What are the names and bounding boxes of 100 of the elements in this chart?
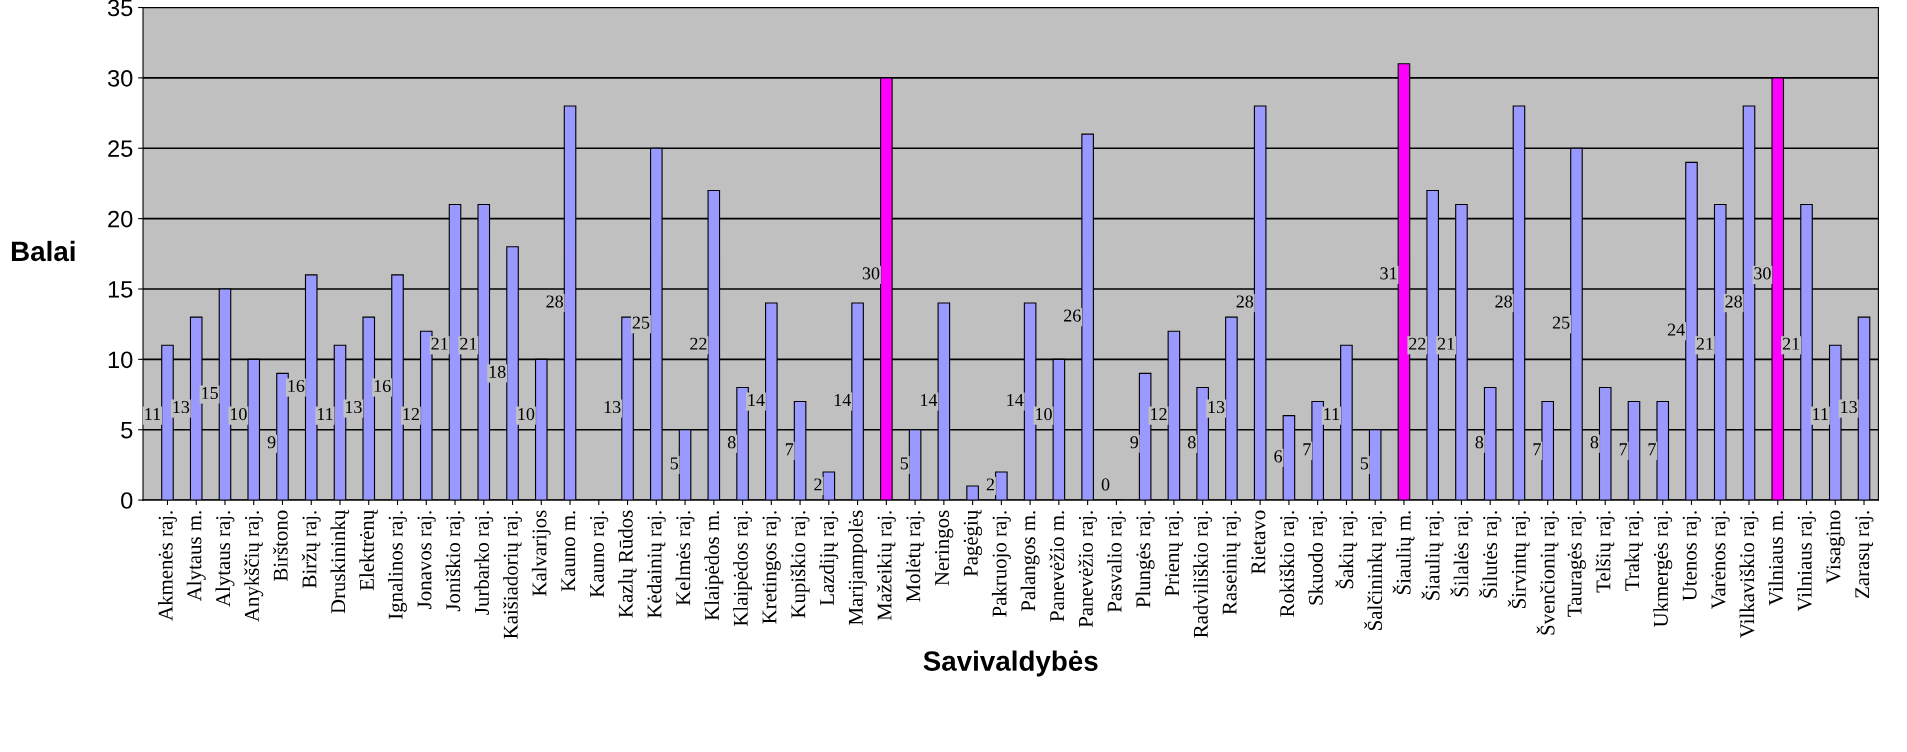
x-tick-label: Alytaus m. — [186, 511, 206, 602]
data-label: 7 — [1648, 443, 1656, 456]
data-label: 21 — [1696, 337, 1713, 350]
data-label: 31 — [1380, 267, 1397, 280]
x-tick-label: Elektrėnų — [359, 509, 378, 591]
y-axis-title: Balai — [11, 240, 75, 262]
data-label: 14 — [748, 393, 765, 406]
data-label: 7 — [1533, 443, 1541, 456]
data-label: 11 — [1324, 408, 1340, 420]
data-label: 21 — [460, 337, 477, 350]
x-tick-label: Ignalinos raj. — [388, 511, 407, 619]
x-tick-label: Šilalės raj. — [1450, 511, 1473, 597]
x-tick-label: Klaipėdos m. — [704, 511, 724, 621]
y-tick-label: 15 — [108, 281, 133, 298]
x-tick-label: Druskininkų — [330, 509, 350, 614]
x-tick-label: Neringos — [935, 510, 954, 586]
x-tick-label: Zarasų raj. — [1855, 511, 1874, 598]
x-tick-label: Jurbarko raj. — [474, 511, 494, 615]
x-tick-label: Panevėžio raj. — [1078, 511, 1098, 628]
data-label: 2 — [986, 478, 995, 491]
data-label: 13 — [604, 400, 621, 414]
x-tick-label: Pakruojo raj. — [991, 511, 1011, 617]
x-tick-label: Lazdijų raj. — [819, 511, 839, 606]
x-tick-label: Trakų raj. — [1624, 511, 1644, 591]
data-label: 11 — [145, 408, 161, 420]
data-label: 7 — [1619, 443, 1628, 456]
data-label: 12 — [1151, 408, 1167, 420]
data-label: 8 — [1475, 436, 1484, 449]
data-label: 30 — [1754, 267, 1771, 280]
x-tick-label: Šiaulių m. — [1392, 511, 1415, 595]
data-label: 18 — [489, 365, 506, 378]
x-tick-label: Kauno raj. — [590, 511, 609, 598]
x-tick-label: Panevėžio m. — [1049, 511, 1065, 622]
x-tick-label: Molėtų raj. — [905, 511, 925, 602]
x-tick-label: Palangos m. — [1020, 511, 1040, 612]
y-tick-label: 0 — [121, 492, 133, 509]
x-tick-label: Kretingos raj. — [762, 511, 781, 624]
data-label: 10 — [1036, 407, 1052, 421]
x-tick-label: Jonavos raj. — [417, 511, 436, 609]
x-tick-label: Raseinių raj. — [1222, 511, 1241, 615]
x-tick-label: Mažeikių raj. — [876, 511, 896, 621]
x-tick-label: Pasvalio raj. — [1106, 511, 1126, 613]
x-tick-label: Šilutės raj. — [1479, 511, 1502, 598]
data-label: 16 — [374, 379, 391, 393]
data-label: 7 — [785, 443, 794, 456]
x-tick-label: Prienų raj. — [1165, 511, 1184, 596]
x-tick-label: Kėdainių raj. — [646, 511, 666, 618]
x-tick-label: Telšių raj. — [1595, 511, 1615, 593]
data-label: 25 — [1552, 316, 1570, 329]
data-label: 10 — [230, 407, 247, 421]
data-label: 8 — [1187, 436, 1196, 449]
data-label: 8 — [727, 436, 736, 449]
x-tick-label: Švenčionių raj. — [1536, 511, 1559, 635]
data-label: 22 — [1409, 337, 1426, 350]
y-tick-label: 35 — [107, 0, 133, 17]
data-label: 7 — [1303, 443, 1311, 456]
data-label: 13 — [173, 400, 190, 414]
data-label: 0 — [1101, 478, 1110, 491]
y-tick-label: 20 — [108, 210, 133, 228]
x-tick-label: Kazlų Rūdos — [618, 510, 637, 618]
data-label: 24 — [1667, 323, 1685, 336]
data-label: 11 — [1813, 408, 1828, 420]
data-label: 5 — [1360, 457, 1369, 470]
x-tick-label: Kalvarijos — [531, 510, 551, 596]
x-tick-label: Vilkaviškio raj. — [1739, 511, 1759, 638]
data-label: 8 — [1590, 436, 1599, 449]
data-label: 5 — [670, 457, 679, 470]
x-axis-title: Savivaldybės — [923, 650, 1098, 677]
y-tick-label: 30 — [107, 69, 133, 87]
x-tick-label: Kaišiadorių raj. — [503, 511, 522, 639]
x-tick-label: Birštono — [273, 510, 288, 581]
x-tick-label: Biržų raj. — [301, 511, 321, 588]
data-label: 28 — [1725, 295, 1742, 308]
data-label: 22 — [690, 337, 707, 350]
data-label: 15 — [202, 386, 218, 400]
data-label: 25 — [632, 316, 650, 329]
data-label: 14 — [921, 393, 938, 406]
data-label: 9 — [1130, 436, 1139, 449]
data-label: 28 — [546, 295, 564, 308]
x-tick-label: Alytaus raj. — [215, 511, 235, 607]
x-tick-label: Rietavo — [1251, 510, 1266, 574]
x-tick-label: Šiaulių raj. — [1421, 511, 1444, 600]
data-label: 13 — [345, 400, 362, 414]
data-label: 11 — [317, 408, 333, 420]
data-label: 21 — [431, 337, 448, 350]
x-tick-label: Utenos raj. — [1682, 511, 1701, 601]
data-label: 13 — [1208, 400, 1225, 414]
data-label: 6 — [1274, 450, 1283, 463]
data-label: 2 — [814, 478, 822, 491]
x-tick-label: Tauragės raj. — [1567, 511, 1586, 617]
data-label: 26 — [1064, 309, 1081, 322]
data-label: 28 — [1236, 295, 1254, 308]
x-tick-label: Vilniaus raj. — [1797, 511, 1816, 612]
x-tick-label: Kauno m. — [561, 511, 576, 592]
x-tick-label: Pagėgių — [963, 509, 983, 577]
x-tick-label: Kelmės raj. — [675, 511, 695, 606]
x-tick-label: Varėnos raj. — [1711, 511, 1730, 610]
data-label: 12 — [403, 408, 419, 420]
x-tick-label: Joniškio raj. — [445, 511, 465, 612]
x-tick-label: Marijampolės — [848, 510, 868, 625]
